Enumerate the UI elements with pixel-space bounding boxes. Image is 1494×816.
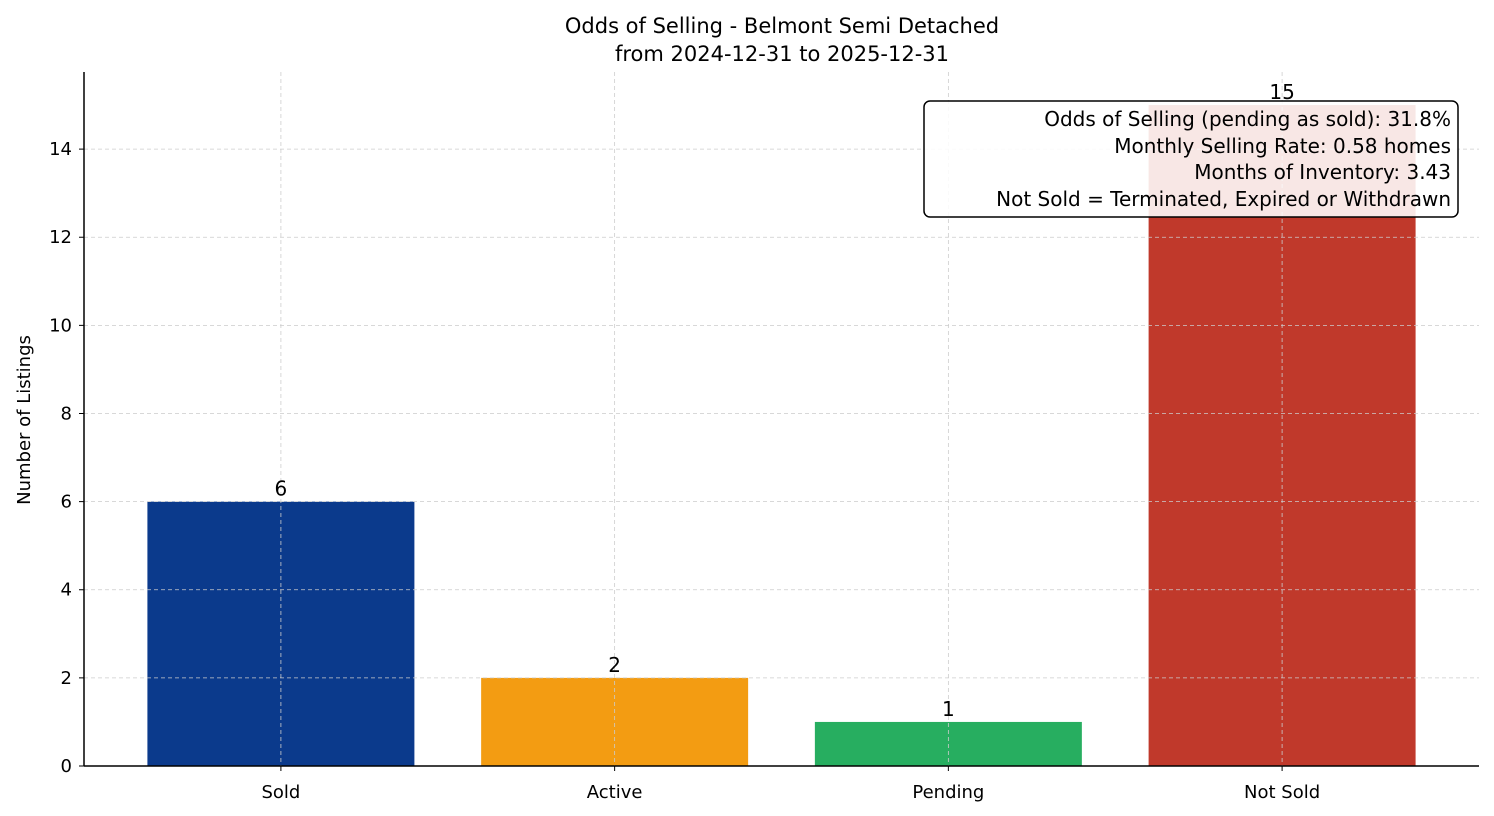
y-tick-label: 14 [49,139,72,160]
annotation-line-inventory: Months of Inventory: 3.43 [1194,160,1451,184]
y-tick-label: 10 [49,315,72,336]
data-label: 2 [608,653,621,677]
annotation-line-note: Not Sold = Terminated, Expired or Withdr… [996,187,1451,211]
annotation-line-rate: Monthly Selling Rate: 0.58 homes [1114,134,1451,158]
chart-subtitle: from 2024-12-31 to 2025-12-31 [615,42,949,66]
y-tick-label: 2 [61,668,72,689]
data-label: 15 [1269,80,1294,104]
y-tick-label: 6 [61,492,72,513]
x-tick-label: Pending [912,782,984,803]
y-tick-label: 8 [61,403,72,424]
annotation-line-odds: Odds of Selling (pending as sold): 31.8% [1044,107,1451,131]
y-tick-label: 0 [61,756,72,777]
data-label: 1 [942,697,955,721]
y-tick-label: 12 [49,227,72,248]
y-axis-label: Number of Listings [14,335,35,505]
data-label: 6 [275,477,288,501]
chart-title: Odds of Selling - Belmont Semi Detached [565,14,999,38]
x-tick-label: Active [587,782,643,803]
x-tick-label: Sold [261,782,300,803]
y-tick-label: 4 [61,580,72,601]
data-labels: 6 2 1 15 [275,80,1295,721]
annotation-box: Odds of Selling (pending as sold): 31.8%… [923,100,1459,218]
x-tick-label: Not Sold [1244,782,1320,803]
